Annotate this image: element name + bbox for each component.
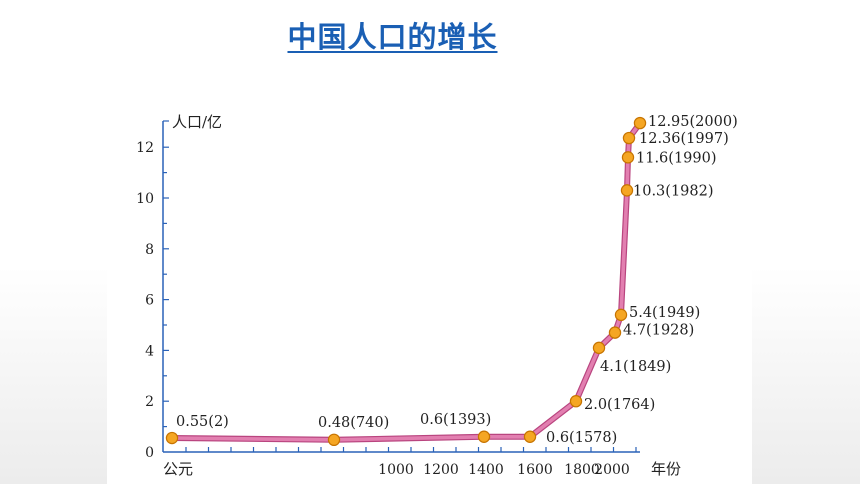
series-line — [170, 121, 642, 442]
chart-panel: 0 2 4 6 8 10 12 人口/亿 1000 1200 1400 1600 1800 2000 公元 年… — [107, 83, 752, 484]
page-title: 中国人口的增长 — [287, 20, 498, 54]
data-label: 0.55(2) — [176, 414, 229, 430]
data-label: 0.6(1578) — [546, 430, 617, 446]
y-tick-label: 2 — [145, 394, 154, 410]
y-tick-label: 10 — [136, 191, 154, 207]
y-axis-title: 人口/亿 — [172, 113, 222, 131]
data-point — [477, 430, 491, 443]
y-tick-label: 12 — [136, 140, 154, 156]
data-point — [608, 326, 622, 339]
x-tick-label: 1400 — [468, 462, 504, 478]
data-label: 4.7(1928) — [623, 323, 694, 339]
data-point — [327, 433, 341, 447]
data-label: 0.6(1393) — [420, 412, 491, 428]
data-label: 12.95(2000) — [648, 114, 738, 130]
x-tick-label: 1800 — [564, 462, 600, 478]
data-label: 5.4(1949) — [629, 305, 700, 321]
data-label: 0.48(740) — [318, 415, 389, 431]
x-tick-label: 1000 — [378, 462, 414, 478]
data-label: 2.0(1764) — [584, 397, 655, 413]
data-labels: 0.55(2) 0.48(740) 0.6(1393) 0.6(1578) 2.0(17… — [176, 114, 738, 446]
x-axis-title: 年份 — [651, 460, 681, 478]
data-point — [569, 395, 583, 408]
x-tick-label: 2000 — [594, 462, 630, 478]
data-point — [614, 308, 628, 322]
x-tick-label: 1600 — [517, 462, 553, 478]
y-tick-label: 6 — [145, 293, 154, 309]
data-label: 11.6(1990) — [636, 150, 717, 166]
data-label: 10.3(1982) — [633, 183, 714, 199]
data-point — [620, 184, 634, 197]
data-point — [165, 431, 179, 445]
chart-axes — [162, 120, 640, 453]
data-label: 12.36(1997) — [639, 131, 729, 147]
y-tick-label: 8 — [145, 242, 154, 258]
data-point — [622, 131, 636, 145]
data-point — [592, 341, 606, 355]
series-line-outline — [169, 120, 643, 443]
x-origin-label: 公元 — [163, 460, 193, 478]
data-point — [523, 430, 537, 443]
data-point — [633, 116, 647, 130]
x-tick-label: 1200 — [423, 462, 459, 478]
y-tick-label: 0 — [145, 445, 154, 461]
data-label: 4.1(1849) — [600, 359, 671, 375]
y-tick-label: 4 — [145, 343, 154, 359]
data-point — [621, 151, 635, 164]
series-layer — [165, 116, 647, 447]
